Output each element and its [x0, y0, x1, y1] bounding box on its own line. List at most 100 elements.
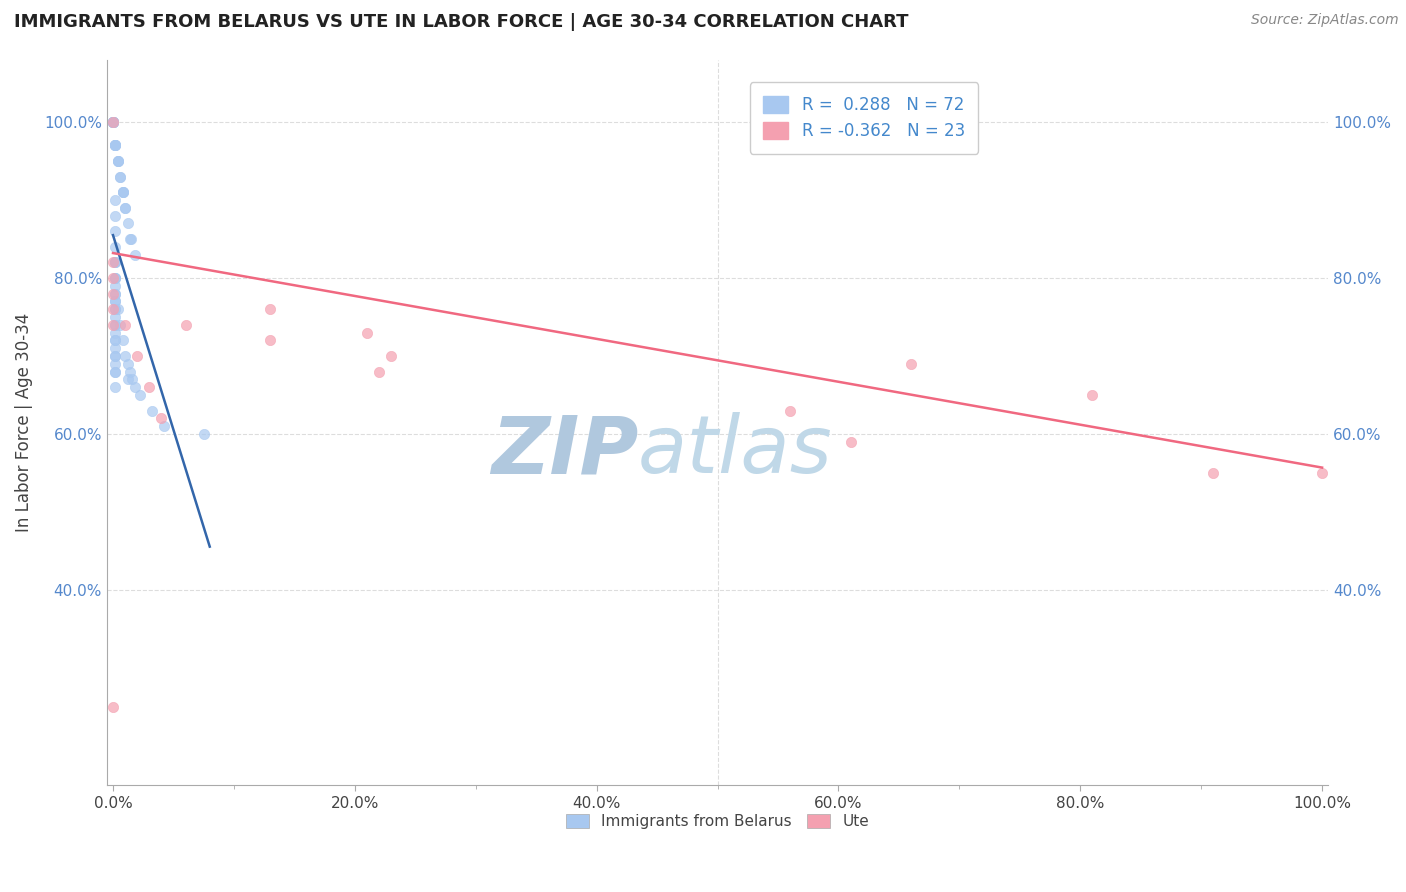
Point	[101, 302, 124, 317]
Point	[104, 294, 127, 309]
Point	[1310, 466, 1333, 480]
Point	[121, 372, 143, 386]
Point	[101, 318, 124, 332]
Point	[104, 224, 127, 238]
Point	[110, 169, 132, 184]
Point	[101, 115, 124, 129]
Point	[104, 349, 127, 363]
Point	[104, 278, 127, 293]
Point	[107, 302, 129, 317]
Point	[104, 138, 127, 153]
Point	[101, 115, 124, 129]
Point	[107, 154, 129, 169]
Point	[101, 115, 124, 129]
Point	[128, 388, 150, 402]
Text: IMMIGRANTS FROM BELARUS VS UTE IN LABOR FORCE | AGE 30-34 CORRELATION CHART: IMMIGRANTS FROM BELARUS VS UTE IN LABOR …	[14, 13, 908, 31]
Point	[104, 302, 127, 317]
Point	[839, 434, 862, 449]
Point	[101, 271, 124, 285]
Point	[104, 138, 127, 153]
Point	[104, 209, 127, 223]
Text: Source: ZipAtlas.com: Source: ZipAtlas.com	[1251, 13, 1399, 28]
Point	[104, 357, 127, 371]
Text: ZIP: ZIP	[491, 412, 638, 491]
Point	[117, 216, 139, 230]
Point	[104, 341, 127, 355]
Point	[104, 310, 127, 324]
Point	[779, 403, 801, 417]
Point	[111, 334, 134, 348]
Point	[110, 169, 132, 184]
Point	[110, 318, 132, 332]
Point	[104, 326, 127, 340]
Point	[104, 349, 127, 363]
Legend: Immigrants from Belarus, Ute: Immigrants from Belarus, Ute	[560, 808, 875, 836]
Point	[101, 115, 124, 129]
Point	[104, 271, 127, 285]
Point	[900, 357, 922, 371]
Point	[101, 115, 124, 129]
Point	[104, 318, 127, 332]
Point	[104, 138, 127, 153]
Point	[111, 185, 134, 199]
Point	[174, 318, 197, 332]
Point	[104, 271, 127, 285]
Text: atlas: atlas	[638, 412, 832, 491]
Point	[104, 334, 127, 348]
Point	[127, 349, 149, 363]
Point	[356, 326, 378, 340]
Point	[1081, 388, 1104, 402]
Point	[104, 365, 127, 379]
Point	[104, 240, 127, 254]
Point	[138, 380, 160, 394]
Point	[1202, 466, 1225, 480]
Point	[114, 201, 136, 215]
Point	[104, 255, 127, 269]
Point	[120, 232, 142, 246]
Point	[193, 427, 215, 442]
Point	[117, 372, 139, 386]
Point	[118, 365, 141, 379]
Point	[259, 302, 281, 317]
Point	[124, 247, 146, 261]
Point	[114, 349, 136, 363]
Point	[101, 286, 124, 301]
Point	[104, 286, 127, 301]
Point	[101, 115, 124, 129]
Point	[114, 318, 136, 332]
Point	[141, 403, 163, 417]
Point	[104, 318, 127, 332]
Point	[368, 365, 391, 379]
Point	[117, 357, 139, 371]
Point	[104, 138, 127, 153]
Point	[104, 365, 127, 379]
Point	[101, 115, 124, 129]
Point	[104, 286, 127, 301]
Point	[101, 255, 124, 269]
Point	[104, 255, 127, 269]
Point	[101, 115, 124, 129]
Point	[104, 271, 127, 285]
Point	[104, 138, 127, 153]
Point	[259, 334, 281, 348]
Point	[380, 349, 402, 363]
Point	[104, 302, 127, 317]
Point	[101, 115, 124, 129]
Point	[101, 700, 124, 714]
Point	[104, 380, 127, 394]
Point	[150, 411, 173, 425]
Point	[107, 154, 129, 169]
Point	[152, 419, 174, 434]
Point	[107, 154, 129, 169]
Point	[104, 294, 127, 309]
Point	[111, 185, 134, 199]
Point	[111, 185, 134, 199]
Point	[104, 255, 127, 269]
Point	[104, 334, 127, 348]
Point	[101, 115, 124, 129]
Point	[124, 380, 146, 394]
Y-axis label: In Labor Force | Age 30-34: In Labor Force | Age 30-34	[15, 313, 32, 532]
Point	[114, 201, 136, 215]
Point	[118, 232, 141, 246]
Point	[101, 115, 124, 129]
